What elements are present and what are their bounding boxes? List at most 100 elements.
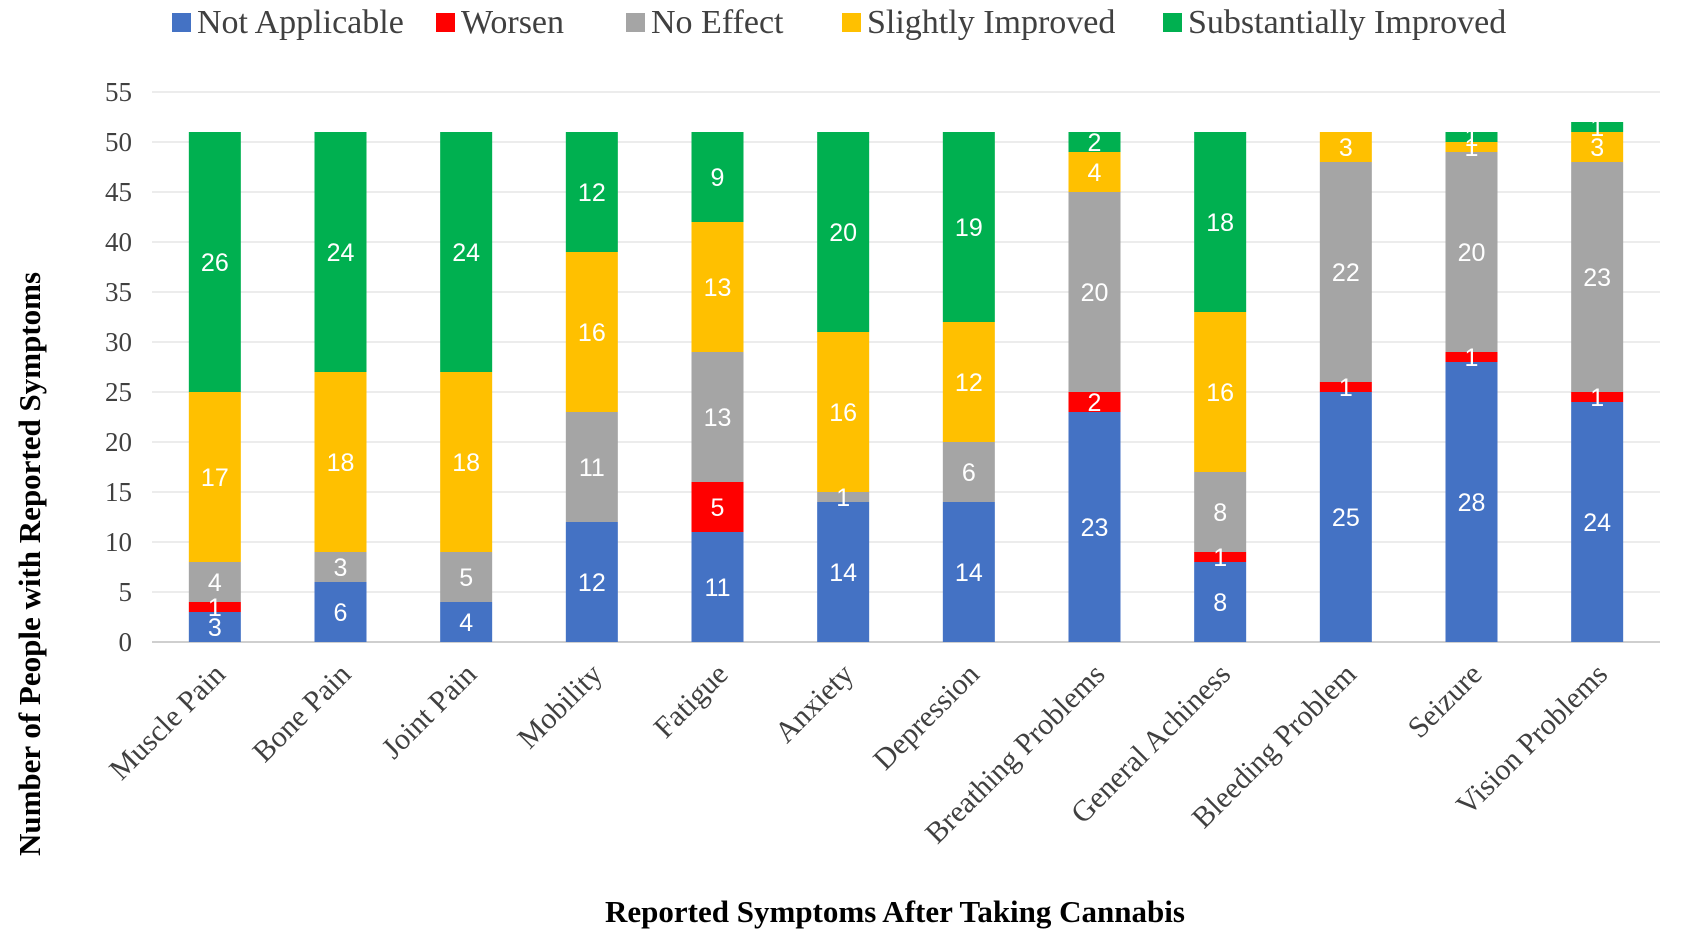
- data-label: 19: [955, 214, 983, 242]
- bar-segment: [691, 532, 744, 642]
- legend-label: Worsen: [461, 4, 564, 41]
- legend-label: No Effect: [651, 4, 784, 41]
- x-tick-label: Muscle Pain: [103, 658, 232, 787]
- bar-segment: [440, 602, 493, 642]
- data-label: 11: [579, 454, 605, 482]
- data-label: 20: [1458, 239, 1486, 267]
- data-label: 2: [1088, 389, 1102, 417]
- data-label: 1: [1590, 114, 1604, 142]
- bar-segment: [565, 522, 618, 642]
- bar-segment: [817, 502, 870, 642]
- data-label: 3: [1590, 134, 1604, 162]
- bar-segment: [1445, 352, 1498, 362]
- data-label: 26: [201, 249, 229, 277]
- x-tick-label: Seizure: [1401, 658, 1488, 745]
- bar-segment: [1194, 552, 1247, 562]
- data-label: 5: [711, 494, 725, 522]
- legend-swatch: [1163, 13, 1182, 32]
- bar-segment: [1319, 162, 1372, 382]
- y-axis-title: Number of People with Reported Symptoms: [12, 272, 47, 856]
- y-tick-label: 5: [119, 577, 133, 607]
- data-label: 8: [1213, 499, 1227, 527]
- legend-label: Not Applicable: [197, 4, 404, 41]
- y-tick-label: 55: [105, 77, 132, 107]
- data-label: 1: [1213, 544, 1227, 572]
- data-label: 1: [1339, 374, 1353, 402]
- bar-segment: [1571, 162, 1624, 392]
- bar-segment: [691, 222, 744, 352]
- y-axis-ticks: 0 5 10 15 20 25 30 35 40 45 50 55: [105, 77, 132, 657]
- bar-segment: [1571, 392, 1624, 402]
- bar-segment: [817, 132, 870, 332]
- bar-segment: [942, 502, 995, 642]
- y-tick-label: 50: [105, 127, 132, 157]
- bar-segment: [188, 602, 241, 612]
- y-tick-label: 30: [105, 327, 132, 357]
- bar-segment: [314, 582, 367, 642]
- bar-segment: [565, 412, 618, 522]
- data-label: 28: [1458, 489, 1486, 517]
- x-tick-label: Depression: [867, 658, 986, 777]
- y-tick-label: 20: [105, 427, 132, 457]
- data-label: 12: [578, 569, 606, 597]
- bar-segment: [1319, 132, 1372, 162]
- data-label: 1: [1465, 344, 1479, 372]
- x-tick-label: Bone Pain: [246, 658, 357, 769]
- data-label: 1: [1465, 124, 1479, 152]
- bar-segment: [691, 132, 744, 222]
- x-axis-ticks: Muscle Pain Bone Pain Joint Pain Mobility Fa…: [103, 658, 1614, 850]
- data-label: 22: [1332, 259, 1360, 287]
- bar-segment: [188, 612, 241, 642]
- legend-swatch: [626, 13, 645, 32]
- data-label: 18: [327, 449, 355, 477]
- legend: Not Applicable Worsen No Effect Slightly Im…: [172, 4, 1506, 41]
- data-label: 4: [1088, 159, 1102, 187]
- bars: [188, 122, 1624, 642]
- data-label: 24: [452, 239, 480, 267]
- data-label: 1: [1465, 134, 1479, 162]
- data-label: 5: [459, 564, 473, 592]
- data-label: 16: [578, 319, 606, 347]
- data-label: 1: [1590, 384, 1604, 412]
- bar-segment: [1571, 402, 1624, 642]
- bar-segment: [1068, 132, 1121, 152]
- y-tick-label: 0: [119, 627, 133, 657]
- data-label: 16: [829, 399, 857, 427]
- x-axis-title: Reported Symptoms After Taking Cannabis: [605, 894, 1185, 929]
- bar-segment: [942, 132, 995, 322]
- bar-segment: [314, 372, 367, 552]
- bar-segment: [1068, 152, 1121, 192]
- bar-segment: [942, 322, 995, 442]
- data-label: 13: [704, 404, 732, 432]
- data-label: 23: [1583, 264, 1611, 292]
- legend-label: Substantially Improved: [1188, 4, 1506, 41]
- data-label: 20: [1081, 279, 1109, 307]
- bar-segment: [314, 132, 367, 372]
- data-label: 12: [578, 179, 606, 207]
- data-label: 12: [955, 369, 983, 397]
- data-label: 1: [208, 594, 222, 622]
- data-label: 23: [1081, 514, 1109, 542]
- data-label: 14: [955, 559, 983, 587]
- data-label: 13: [704, 274, 732, 302]
- bar-segment: [1445, 132, 1498, 142]
- bar-segment: [188, 392, 241, 562]
- bar-segment: [691, 352, 744, 482]
- data-label: 11: [705, 574, 731, 602]
- x-tick-label: Fatigue: [647, 658, 734, 745]
- bar-segment: [1194, 312, 1247, 472]
- bar-segment: [1445, 152, 1498, 352]
- bar-segment: [1445, 362, 1498, 642]
- y-tick-label: 40: [105, 227, 132, 257]
- bar-segment: [1571, 122, 1624, 132]
- bar-segment: [188, 562, 241, 602]
- bar-segment: [1319, 392, 1372, 642]
- data-label: 8: [1213, 589, 1227, 617]
- data-labels: 3141726631824451824121116121151313914116…: [201, 114, 1611, 642]
- bar-segment: [1068, 412, 1121, 642]
- bar-segment: [565, 132, 618, 252]
- data-label: 6: [962, 459, 976, 487]
- bar-segment: [1445, 142, 1498, 152]
- bar-segment: [565, 252, 618, 412]
- legend-label: Slightly Improved: [867, 4, 1115, 41]
